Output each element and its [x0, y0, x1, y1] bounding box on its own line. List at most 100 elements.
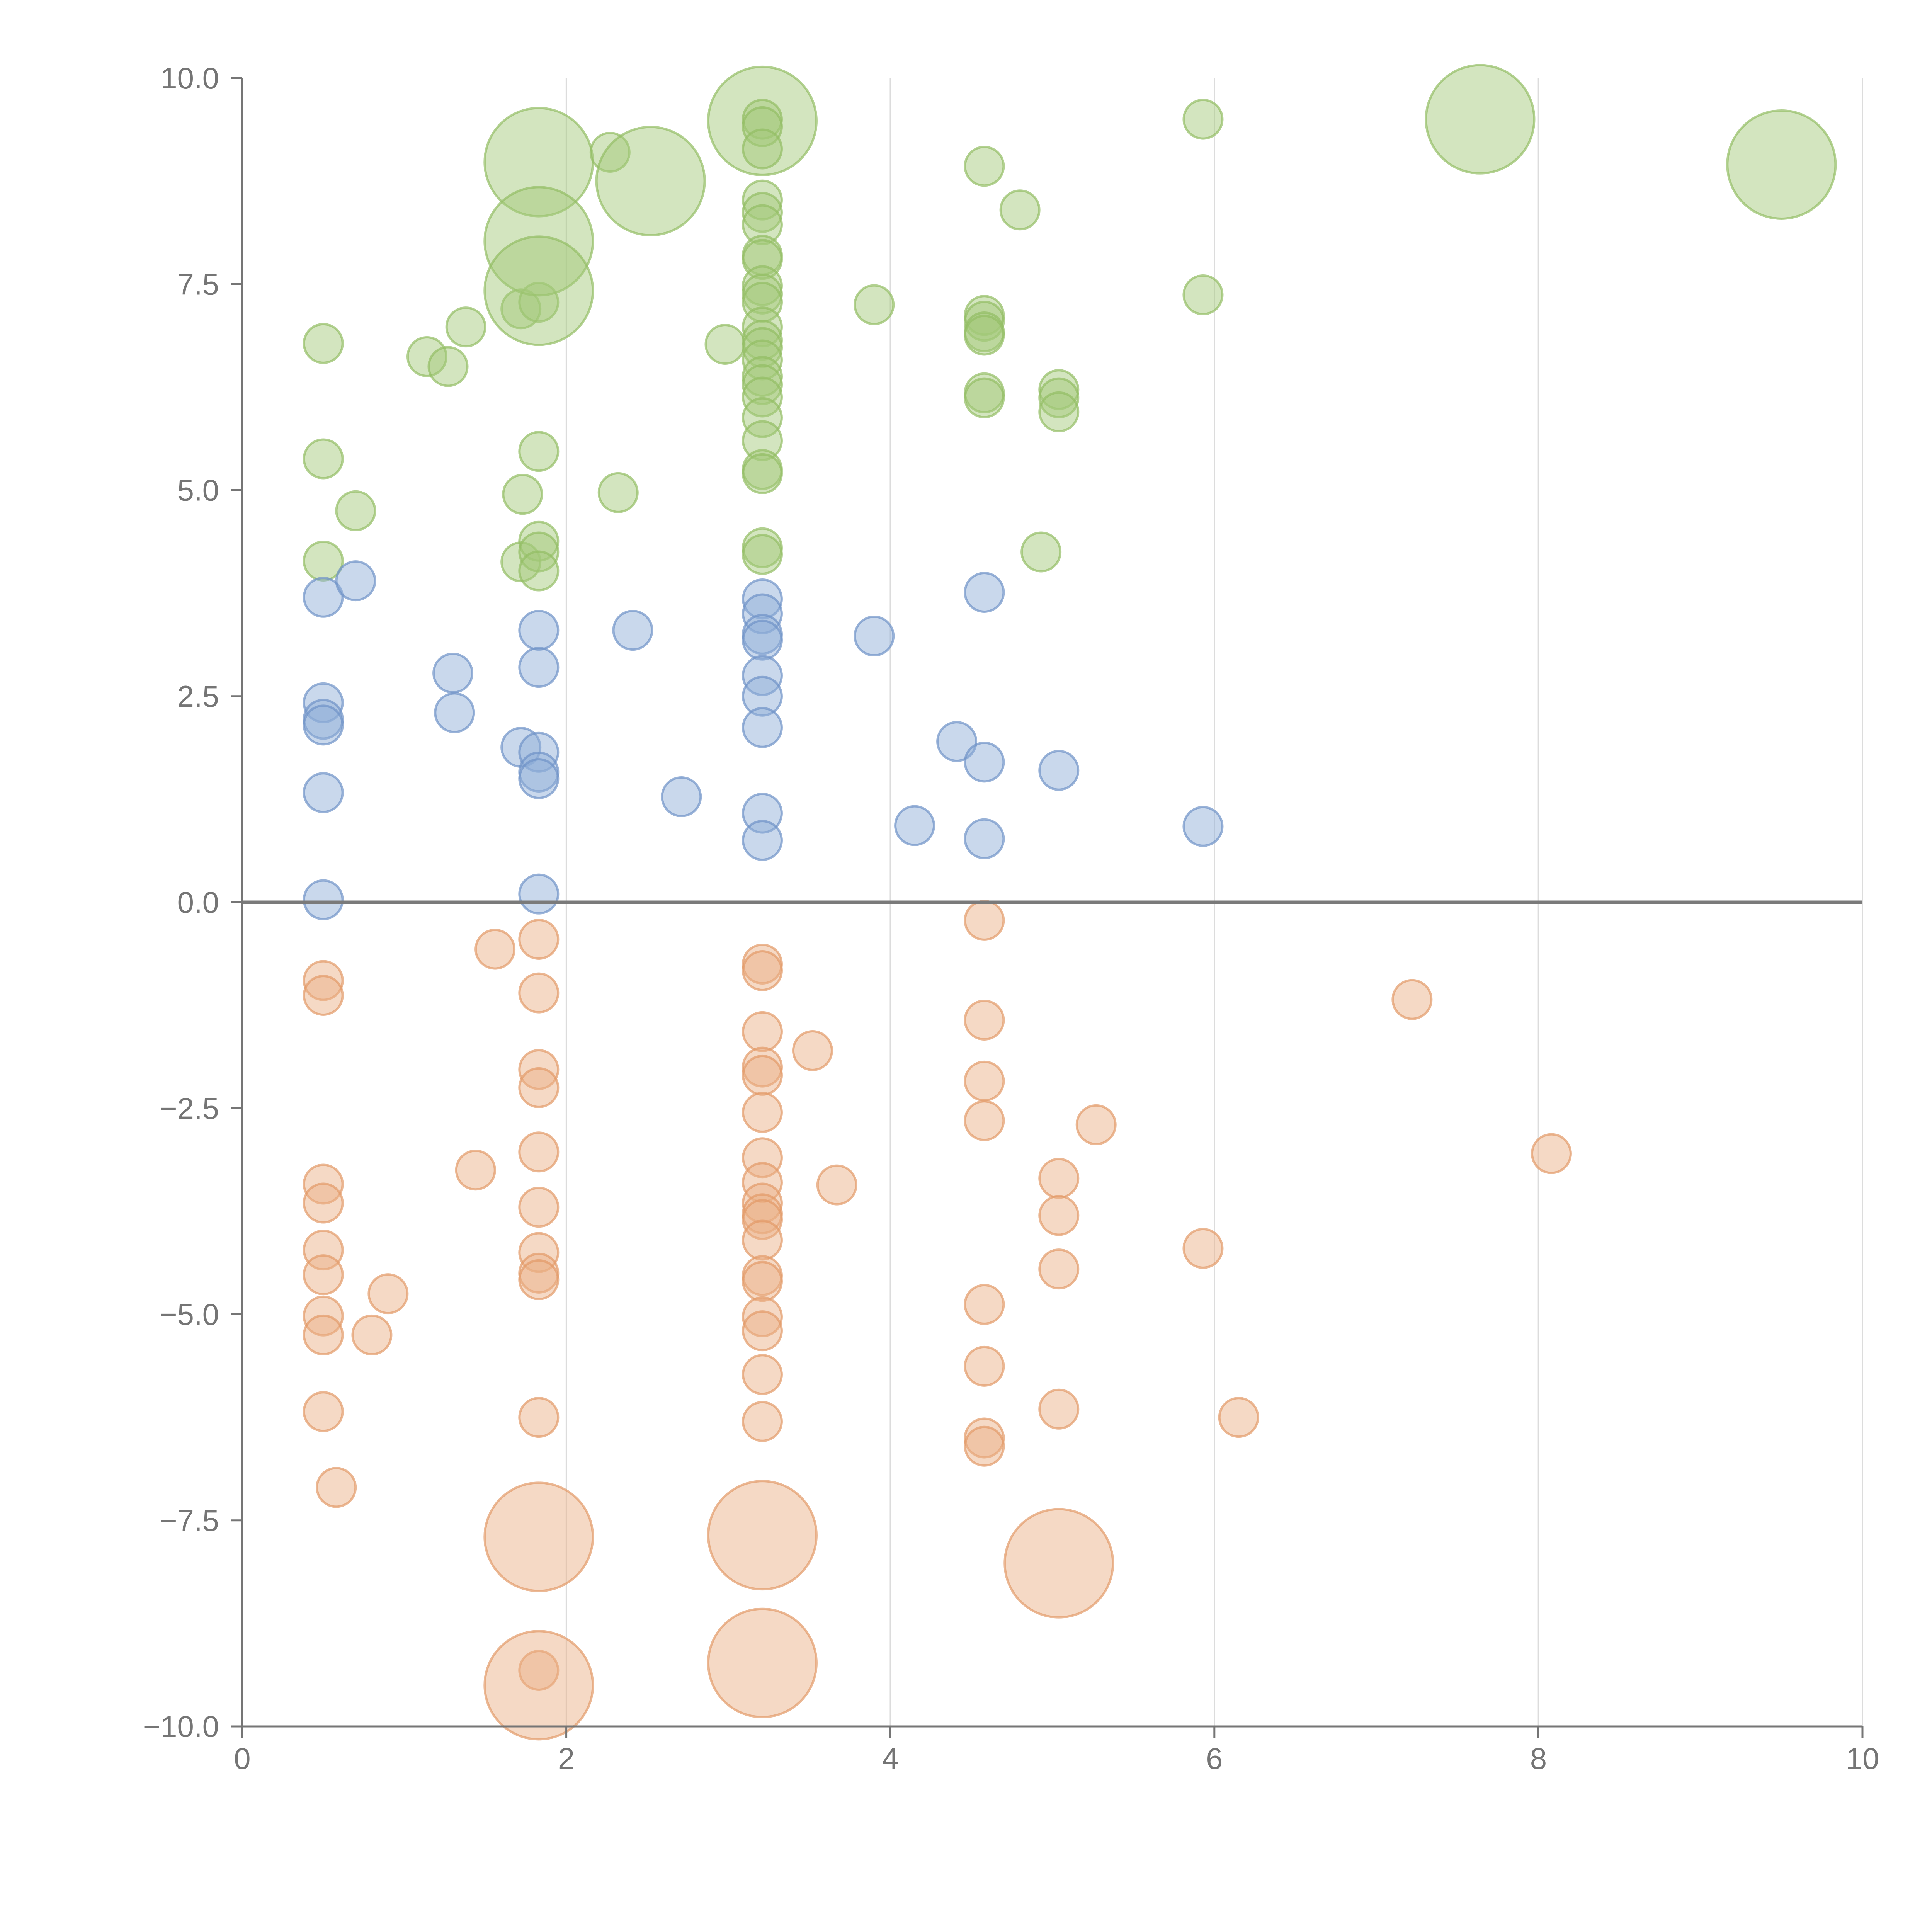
bubble-mid-34 [1182, 806, 1224, 847]
bubble-low-64 [1218, 1397, 1259, 1438]
bubble-low-47 [792, 1030, 833, 1071]
bubble-low-35 [742, 1182, 783, 1224]
bubble-high-21 [704, 323, 746, 365]
bubble-high-4 [406, 336, 448, 377]
bubble-high-37 [742, 339, 783, 381]
bubble-high-16 [483, 186, 594, 297]
bubble-low-14 [518, 918, 560, 960]
bubble-high-10 [518, 282, 560, 323]
bubble-low-4 [303, 1230, 344, 1271]
bubble-low-0 [303, 960, 344, 1001]
bubble-high-42 [742, 420, 783, 461]
bubble-mid-15 [518, 873, 560, 915]
bubble-low-43 [742, 1354, 783, 1395]
bubble-high-50 [964, 301, 1005, 342]
bubble-low-5 [303, 1254, 344, 1296]
bubble-low-52 [964, 1100, 1005, 1141]
bubble-low-25 [483, 1481, 594, 1592]
x-tick-label: 0 [234, 1742, 250, 1776]
bubble-low-41 [742, 1296, 783, 1337]
x-tick-label: 10 [1846, 1742, 1879, 1776]
y-tick-label: 2.5 [177, 679, 219, 713]
bubble-high-47 [854, 284, 895, 325]
y-tick-label: 5.0 [177, 473, 219, 507]
bubble-mid-31 [964, 742, 1005, 783]
bubble-high-62 [1425, 64, 1536, 175]
x-tick-label: 4 [882, 1742, 899, 1776]
bubble-high-60 [1182, 99, 1224, 140]
bubble-low-15 [518, 972, 560, 1014]
y-tick-label: −7.5 [160, 1503, 219, 1537]
bubble-low-19 [518, 1187, 560, 1228]
bubble-low-16 [518, 1049, 560, 1090]
bubble-high-59 [1038, 391, 1080, 432]
bubble-mid-1 [303, 682, 344, 723]
bubble-high-46 [742, 534, 783, 575]
bubble-low-1 [303, 975, 344, 1016]
bubble-low-11 [351, 1314, 393, 1355]
bubble-mid-28 [894, 805, 935, 846]
bubble-mid-29 [936, 721, 978, 762]
bubble-low-60 [1038, 1388, 1080, 1430]
x-tick-label: 8 [1530, 1742, 1547, 1776]
bubble-mid-4 [303, 772, 344, 813]
bubble-high-39 [742, 364, 783, 405]
bubble-low-44 [742, 1401, 783, 1442]
bubble-low-50 [964, 1000, 1005, 1041]
bubble-mid-24 [742, 707, 783, 748]
y-tick-label: 0.0 [177, 885, 219, 919]
y-tick-label: −2.5 [160, 1091, 219, 1125]
bubble-mid-23 [742, 675, 783, 717]
bubble-high-34 [742, 306, 783, 348]
bubble-low-66 [1531, 1133, 1572, 1174]
bubble-high-61 [1182, 274, 1224, 315]
bubble-mid-30 [964, 571, 1005, 613]
bubble-layer [303, 64, 1837, 1741]
bubble-low-54 [964, 1345, 1005, 1387]
bubble-high-44 [742, 453, 783, 494]
bubble-high-12 [518, 520, 560, 562]
bubble-low-37 [742, 1199, 783, 1240]
bubble-high-41 [742, 397, 783, 438]
bubble-low-28 [742, 950, 783, 992]
bubble-low-38 [742, 1219, 783, 1261]
bubble-low-32 [742, 1092, 783, 1133]
bubble-high-26 [742, 179, 783, 221]
bubble-low-7 [303, 1314, 344, 1355]
bubble-low-48 [816, 1164, 857, 1206]
bubble-low-12 [455, 1150, 496, 1191]
bubble-mid-22 [742, 655, 783, 696]
bubble-low-45 [707, 1480, 818, 1591]
bubble-low-31 [742, 1054, 783, 1096]
bubble-high-36 [742, 327, 783, 368]
bubble-low-61 [1003, 1508, 1114, 1619]
bubble-low-40 [742, 1261, 783, 1302]
bubble-low-24 [518, 1650, 560, 1691]
bubble-mid-11 [518, 647, 560, 688]
bubble-high-3 [335, 490, 376, 531]
bubble-high-1 [303, 438, 344, 480]
bubble-mid-33 [1038, 750, 1080, 791]
bubble-low-17 [518, 1067, 560, 1108]
y-tick-label: 7.5 [177, 267, 219, 301]
bubble-low-53 [964, 1284, 1005, 1325]
bubble-high-8 [502, 474, 543, 515]
y-tick-label: −10.0 [143, 1709, 219, 1743]
bubble-low-57 [1038, 1158, 1080, 1199]
bubble-low-26 [483, 1630, 594, 1741]
bubble-mid-5 [303, 879, 344, 920]
bubble-high-22 [707, 65, 818, 176]
bubble-low-58 [1038, 1195, 1080, 1236]
bubble-high-6 [445, 306, 486, 348]
bubble-low-13 [474, 929, 516, 970]
bubble-low-10 [367, 1273, 409, 1315]
bubble-mid-14 [518, 758, 560, 799]
bubble-low-23 [518, 1397, 560, 1438]
bubble-low-42 [742, 1310, 783, 1352]
bubble-mid-0 [303, 577, 344, 618]
bubble-high-14 [518, 550, 560, 592]
bubble-high-54 [964, 377, 1005, 418]
bubble-low-34 [742, 1162, 783, 1203]
bubble-low-63 [1182, 1228, 1224, 1269]
